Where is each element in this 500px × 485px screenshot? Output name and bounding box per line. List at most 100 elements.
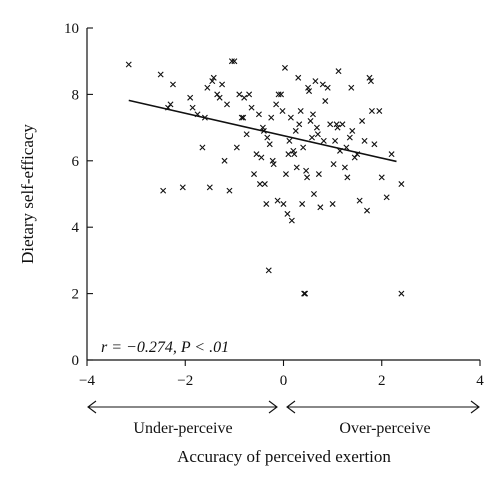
data-point	[299, 200, 306, 207]
data-point	[274, 197, 281, 204]
data-point	[296, 121, 303, 128]
data-point	[300, 144, 307, 151]
data-point	[204, 84, 211, 91]
data-point	[251, 171, 258, 178]
data-point	[187, 94, 194, 101]
data-point	[307, 117, 314, 124]
data-point	[364, 207, 371, 214]
data-point	[281, 64, 288, 71]
data-point	[312, 78, 319, 85]
data-point	[210, 74, 217, 81]
data-point	[258, 154, 265, 161]
y-tick-label: 4	[72, 220, 80, 236]
x-tick-label: 0	[280, 373, 288, 389]
data-point	[398, 181, 405, 188]
data-point	[199, 144, 206, 151]
data-point	[366, 74, 373, 81]
data-point	[169, 81, 176, 88]
data-point	[376, 108, 383, 114]
data-point	[214, 91, 221, 98]
regression-line	[128, 99, 397, 163]
data-point	[243, 131, 250, 138]
data-point	[359, 117, 366, 124]
data-point	[341, 164, 348, 171]
data-point	[371, 141, 378, 148]
data-point	[348, 84, 355, 91]
data-point	[263, 200, 270, 207]
data-point	[241, 94, 248, 101]
data-point	[221, 157, 228, 164]
data-point	[339, 121, 346, 128]
data-point	[383, 194, 390, 201]
x-ticks: −4 −2 0 2 4	[79, 360, 484, 389]
data-point	[324, 84, 331, 91]
data-point	[206, 184, 213, 191]
correlation-annotation: r = −0.274, P < .01	[101, 339, 229, 356]
data-point	[356, 197, 363, 204]
under-perceive-label: Under-perceive	[133, 420, 232, 437]
data-point	[346, 134, 353, 141]
data-point	[349, 127, 356, 134]
data-point	[255, 111, 262, 118]
data-point	[209, 78, 216, 85]
data-point	[302, 290, 309, 297]
data-point	[297, 108, 304, 114]
data-point	[313, 124, 320, 131]
data-point	[367, 78, 374, 85]
data-point	[303, 167, 310, 174]
data-point	[284, 210, 291, 217]
data-point	[228, 58, 235, 65]
data-point	[344, 174, 351, 181]
over-perceive-label: Over-perceive	[339, 420, 430, 437]
data-point	[264, 134, 271, 141]
data-point	[315, 171, 322, 178]
data-point	[292, 127, 299, 134]
data-point	[157, 71, 164, 78]
data-point	[278, 91, 285, 98]
data-point	[224, 101, 230, 108]
over-perceive-arrow	[286, 400, 480, 414]
data-point	[256, 181, 263, 188]
y-tick-label: 2	[72, 287, 80, 303]
data-point	[287, 114, 294, 121]
data-point	[231, 58, 238, 65]
plot-marks	[125, 58, 405, 297]
data-point	[322, 98, 329, 105]
data-point	[304, 174, 311, 181]
data-point	[270, 161, 277, 168]
data-point	[240, 114, 247, 121]
data-point	[273, 101, 280, 108]
data-point	[286, 137, 293, 144]
data-point	[388, 151, 395, 158]
x-tick-label: 2	[378, 373, 386, 389]
data-point	[167, 101, 174, 108]
data-point	[351, 154, 358, 161]
y-tick-label: 6	[72, 154, 80, 170]
data-point	[268, 114, 275, 121]
data-point	[219, 81, 226, 88]
data-point	[226, 187, 233, 194]
data-point	[279, 108, 286, 114]
data-point	[280, 200, 287, 207]
data-point	[310, 191, 317, 197]
data-point	[334, 124, 341, 131]
data-point	[398, 290, 405, 297]
data-point	[329, 200, 336, 207]
data-point	[259, 124, 266, 131]
data-point	[330, 161, 337, 168]
data-point	[233, 144, 240, 151]
data-point	[216, 94, 223, 101]
data-point	[236, 91, 243, 98]
data-point	[290, 147, 297, 154]
data-point	[285, 151, 292, 158]
data-point	[368, 108, 375, 114]
data-point	[309, 111, 316, 118]
data-point	[160, 187, 167, 194]
data-point	[293, 164, 300, 171]
y-axis-label: Dietary self-efficacy	[18, 124, 37, 264]
data-point	[265, 267, 272, 274]
data-point	[319, 81, 326, 88]
data-point	[295, 74, 302, 81]
data-point	[246, 91, 253, 98]
data-point	[266, 141, 273, 148]
